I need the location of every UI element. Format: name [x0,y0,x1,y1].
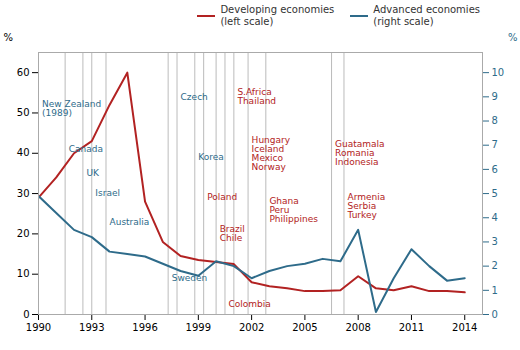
svg-text:1: 1 [492,285,498,296]
svg-text:6: 6 [492,164,498,175]
svg-text:10: 10 [492,67,505,78]
svg-text:S.AfricaThailand: S.AfricaThailand [236,87,276,106]
svg-text:ArmeniaSerbiaTurkey: ArmeniaSerbiaTurkey [347,192,386,220]
svg-text:1999: 1999 [186,322,211,333]
svg-text:2002: 2002 [239,322,264,333]
svg-text:Canada: Canada [69,144,103,154]
svg-text:2011: 2011 [399,322,424,333]
svg-text:BrazilChile: BrazilChile [220,224,245,243]
svg-text:Czech: Czech [181,92,208,102]
svg-text:9: 9 [492,91,498,102]
svg-text:1990: 1990 [26,322,51,333]
svg-text:2014: 2014 [452,322,477,333]
svg-text:UK: UK [86,168,100,178]
svg-text:2005: 2005 [292,322,317,333]
svg-text:5: 5 [492,188,498,199]
svg-text:%: % [4,32,14,43]
svg-text:Korea: Korea [198,152,224,162]
svg-text:30: 30 [17,188,30,199]
svg-text:Australia: Australia [110,217,150,227]
svg-text:Colombia: Colombia [229,299,271,309]
svg-text:Sweden: Sweden [172,273,208,283]
svg-text:GhanaPeruPhilippines: GhanaPeruPhilippines [269,196,318,224]
svg-text:2: 2 [492,260,498,271]
svg-text:4: 4 [492,212,498,223]
svg-text:1993: 1993 [79,322,104,333]
svg-text:10: 10 [17,268,30,279]
svg-text:Poland: Poland [207,192,237,202]
svg-text:40: 40 [17,147,30,158]
svg-text:2008: 2008 [345,322,370,333]
svg-text:HungaryIcelandMexicoNorway: HungaryIcelandMexicoNorway [252,135,291,172]
svg-text:8: 8 [492,115,498,126]
svg-text:7: 7 [492,139,498,150]
svg-text:60: 60 [17,67,30,78]
svg-text:GuatamalaRomaniaIndonesia: GuatamalaRomaniaIndonesia [335,139,385,167]
html-text:Developing economies (left sca: Developing economies (left scale) [220,4,335,27]
svg-text:1996: 1996 [132,322,157,333]
svg-text:New Zealand(1989): New Zealand(1989) [42,99,101,118]
svg-text:Israel: Israel [95,188,120,198]
svg-text:0: 0 [23,309,29,320]
html-text:Advanced economies (right scal: Advanced economies (right scale) [373,4,480,27]
svg-text:%: % [508,32,518,43]
svg-text:3: 3 [492,236,498,247]
svg-text:50: 50 [17,107,30,118]
svg-text:20: 20 [17,228,30,239]
svg-text:0: 0 [492,309,498,320]
